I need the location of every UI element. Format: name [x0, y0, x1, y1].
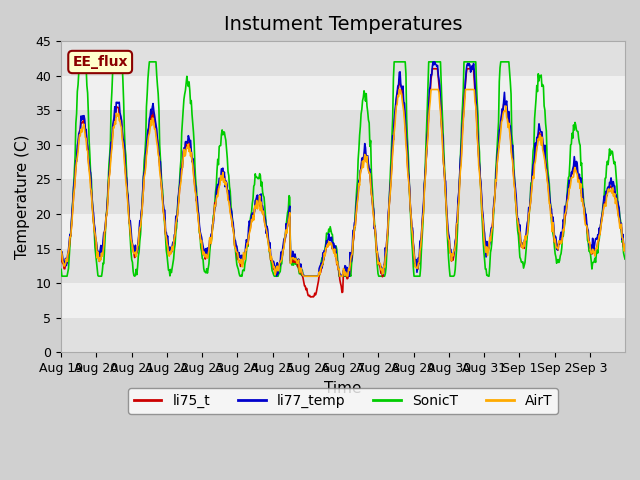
Bar	[61, 110, 625, 145]
X-axis label: Time: Time	[324, 381, 362, 396]
li77_temp	[429, 59, 437, 65]
AirT	[621, 241, 629, 247]
SonicT	[77, 59, 85, 65]
Bar	[61, 76, 625, 110]
Line: li75_t: li75_t	[61, 69, 625, 297]
SonicT	[435, 59, 442, 65]
li77_temp	[276, 260, 284, 266]
AirT	[124, 193, 131, 199]
Line: SonicT: SonicT	[61, 62, 625, 276]
Title: Instument Temperatures: Instument Temperatures	[224, 15, 462, 34]
li77_temp	[435, 72, 442, 78]
AirT	[301, 273, 308, 279]
SonicT	[403, 116, 410, 122]
AirT	[227, 213, 235, 219]
li77_temp	[124, 190, 131, 195]
li75_t	[227, 211, 235, 217]
AirT	[403, 149, 410, 155]
li75_t	[276, 259, 284, 265]
Bar	[61, 283, 625, 318]
AirT	[255, 200, 263, 206]
li77_temp	[402, 131, 410, 137]
li75_t	[402, 132, 410, 138]
AirT	[435, 86, 442, 92]
SonicT	[257, 172, 264, 178]
SonicT	[621, 256, 629, 262]
Bar	[61, 318, 625, 352]
li75_t	[435, 75, 442, 81]
li75_t	[255, 198, 263, 204]
SonicT	[58, 273, 66, 279]
Bar	[61, 249, 625, 283]
Bar	[61, 41, 625, 76]
Text: EE_flux: EE_flux	[72, 55, 128, 69]
AirT	[396, 86, 403, 92]
li75_t	[58, 253, 65, 259]
Legend: li75_t, li77_temp, SonicT, AirT: li75_t, li77_temp, SonicT, AirT	[128, 388, 558, 414]
li75_t	[621, 245, 629, 251]
li77_temp	[255, 200, 263, 205]
Line: AirT: AirT	[61, 89, 625, 276]
Y-axis label: Temperature (C): Temperature (C)	[15, 134, 30, 259]
AirT	[58, 248, 65, 254]
li75_t	[124, 191, 131, 197]
li77_temp	[227, 206, 235, 212]
Bar	[61, 145, 625, 180]
li77_temp	[299, 273, 307, 279]
Bar	[61, 180, 625, 214]
li75_t	[429, 66, 436, 72]
SonicT	[278, 261, 285, 267]
Line: li77_temp: li77_temp	[61, 62, 625, 276]
SonicT	[58, 266, 65, 272]
SonicT	[125, 213, 132, 218]
li77_temp	[621, 248, 629, 253]
Bar	[61, 214, 625, 249]
AirT	[276, 260, 284, 265]
li75_t	[307, 294, 314, 300]
SonicT	[228, 216, 236, 222]
li77_temp	[58, 252, 65, 257]
